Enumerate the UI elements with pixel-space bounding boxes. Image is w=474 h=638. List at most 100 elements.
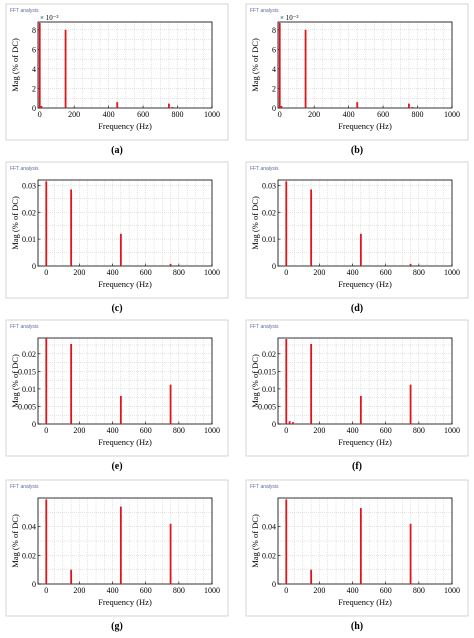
- y-tick-label: 2: [272, 84, 276, 93]
- fft-bar: [64, 29, 67, 108]
- axes-box: [277, 21, 453, 109]
- y-tick-label: 0.02: [22, 350, 36, 359]
- x-tick-label: 200: [313, 586, 325, 595]
- y-tick-label: 0.02: [22, 208, 36, 217]
- chart-panel-d: FFT analysis 0 200 400 600 800 1000 0 0.01 0.02 0.…: [245, 161, 469, 314]
- fft-bar: [280, 106, 283, 108]
- fft-bar: [409, 384, 412, 424]
- fft-bar: [119, 395, 122, 424]
- window-title: FFT analysis: [250, 324, 279, 330]
- y-tick-label: 0.02: [22, 551, 36, 560]
- chart-panel-a: FFT analysis 0 200 400 600 800 1000 0 2 4 6 8 × 10⁻³…: [5, 3, 229, 156]
- fft-bar: [70, 343, 73, 424]
- x-tick-label: 400: [347, 586, 359, 595]
- y-axis-label: Mag (% of DC): [250, 514, 260, 568]
- y-axis-label: Mag (% of DC): [250, 38, 260, 92]
- x-tick-label: 600: [140, 426, 152, 435]
- x-tick-label: 200: [313, 426, 325, 435]
- fft-bar: [169, 263, 172, 266]
- x-tick-label: 200: [73, 268, 85, 277]
- y-tick-label: 8: [272, 26, 276, 35]
- x-tick-label: 1000: [204, 586, 220, 595]
- fft-bar: [45, 338, 48, 424]
- y-tick-label: 0: [32, 262, 36, 271]
- fft-bar: [409, 263, 412, 266]
- chart-panel-h: FFT analysis 0 200 400 600 800 1000 0 0.02 0.04 Fr…: [245, 479, 469, 632]
- x-tick-label: 800: [413, 268, 425, 277]
- axes-box: [37, 337, 213, 425]
- x-tick-label: 600: [137, 110, 149, 119]
- x-tick-label: 600: [380, 268, 392, 277]
- fft-bar: [408, 103, 410, 108]
- x-tick-label: 400: [103, 110, 115, 119]
- panel-label: (e): [111, 461, 122, 472]
- y-tick-label: 0: [272, 580, 276, 589]
- y-tick-label: 0.01: [22, 235, 36, 244]
- fft-bar: [70, 569, 73, 584]
- fft-bar: [310, 343, 313, 424]
- plot-area: [38, 22, 212, 108]
- x-tick-label: 400: [107, 426, 119, 435]
- y-tick-label: 0.04: [262, 523, 276, 532]
- plot-area: [278, 22, 452, 108]
- y-tick-label: 0.04: [22, 523, 36, 532]
- fft-bar: [38, 22, 41, 108]
- fft-bar: [119, 506, 122, 584]
- fft-bar: [285, 181, 288, 266]
- x-tick-label: 0: [284, 268, 288, 277]
- fft-bar: [116, 102, 119, 108]
- y-tick-label: 0: [272, 262, 276, 271]
- y-tick-label: 0.01: [22, 385, 36, 394]
- chart-panel-e: FFT analysis 0 200 400 600 800 1000 0 0.005 0.01 0…: [5, 319, 229, 472]
- chart-panel-f: FFT analysis 0 200 400 600 800 1000 0 0.005 0.01 0…: [245, 319, 469, 472]
- x-tick-label: 800: [412, 110, 424, 119]
- x-axis-label: Frequency (Hz): [338, 437, 392, 447]
- y-tick-label: 0.03: [22, 181, 36, 190]
- fft-bar: [359, 508, 362, 584]
- x-tick-label: 400: [347, 426, 359, 435]
- axes-box: [37, 179, 213, 267]
- x-tick-label: 600: [380, 586, 392, 595]
- fft-bar: [278, 22, 281, 108]
- x-tick-label: 1000: [444, 268, 460, 277]
- y-tick-label: 4: [32, 65, 36, 74]
- window-title: FFT analysis: [250, 484, 279, 490]
- fft-bar: [288, 421, 291, 424]
- y-tick-label: 0.005: [18, 402, 36, 411]
- window-title: FFT analysis: [10, 324, 39, 330]
- x-tick-label: 1000: [204, 110, 220, 119]
- fft-bar: [171, 107, 174, 108]
- y-tick-label: 0.005: [258, 402, 276, 411]
- y-axis-label: Mag (% of DC): [10, 514, 20, 568]
- x-tick-label: 800: [173, 268, 185, 277]
- fft-bar: [292, 422, 294, 424]
- window-title: FFT analysis: [10, 484, 39, 490]
- x-tick-label: 400: [107, 268, 119, 277]
- y-tick-label: 0.02: [262, 551, 276, 560]
- x-tick-label: 0: [284, 426, 288, 435]
- x-tick-label: 600: [380, 426, 392, 435]
- fft-bar: [359, 395, 362, 424]
- axes-box: [277, 337, 453, 425]
- y-exponent-label: × 10⁻³: [40, 14, 59, 22]
- fft-bar: [356, 102, 359, 108]
- x-tick-label: 600: [140, 268, 152, 277]
- x-tick-label: 400: [343, 110, 355, 119]
- y-tick-label: 0.01: [262, 235, 276, 244]
- x-tick-label: 0: [38, 110, 42, 119]
- x-tick-label: 800: [413, 586, 425, 595]
- x-tick-label: 800: [173, 586, 185, 595]
- axes-box: [37, 497, 213, 585]
- y-tick-label: 0: [32, 420, 36, 429]
- x-axis-label: Frequency (Hz): [98, 279, 152, 289]
- y-tick-label: 0.01: [262, 385, 276, 394]
- y-tick-label: 0.02: [262, 350, 276, 359]
- x-tick-label: 1000: [444, 586, 460, 595]
- x-tick-label: 0: [278, 110, 282, 119]
- window-title: FFT analysis: [10, 8, 39, 14]
- fft-bar: [285, 499, 288, 584]
- x-tick-label: 1000: [444, 110, 460, 119]
- plot-area: [278, 338, 452, 424]
- chart-panel-c: FFT analysis 0 200 400 600 800 1000 0 0.01 0.02 0.…: [5, 161, 229, 314]
- fft-bar: [169, 523, 172, 584]
